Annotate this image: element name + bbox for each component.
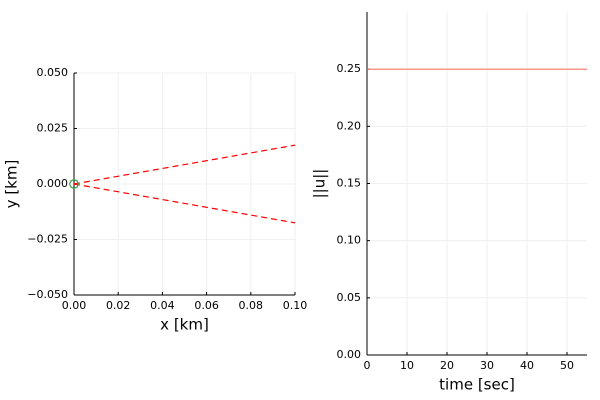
- data-line: [73, 183, 296, 224]
- y-tick-label: −0.025: [27, 233, 68, 246]
- x-axis-label: time [sec]: [439, 376, 515, 394]
- y-axis-label: ||u||: [311, 169, 329, 199]
- data-line: [68, 178, 79, 190]
- y-tick-label: −0.050: [27, 288, 68, 301]
- y-tick-label: 0.00: [337, 348, 362, 361]
- x-tick-label: 0.02: [106, 299, 131, 312]
- y-tick-label: 0.15: [337, 177, 362, 190]
- x-tick-label: 40: [520, 359, 534, 372]
- x-tick-label: 50: [560, 359, 574, 372]
- data-line: [73, 144, 296, 185]
- y-tick-label: 0.025: [37, 122, 69, 135]
- y-tick-label: 0.05: [337, 291, 362, 304]
- y-tick-label: 0.25: [337, 62, 362, 75]
- y-axis-label: y [km]: [3, 160, 21, 209]
- x-tick-label: 0: [364, 359, 371, 372]
- y-tick-label: 0.10: [337, 234, 362, 247]
- x-tick-label: 0.10: [283, 299, 308, 312]
- y-tick-label: 0.20: [337, 119, 362, 132]
- y-tick-label: 0.050: [37, 66, 69, 79]
- x-tick-label: 0.04: [150, 299, 175, 312]
- x-tick-label: 10: [400, 359, 414, 372]
- x-tick-label: 0.08: [239, 299, 264, 312]
- x-tick-label: 20: [440, 359, 454, 372]
- y-tick-label: 0.000: [37, 177, 69, 190]
- x-tick-label: 0.00: [62, 299, 87, 312]
- x-tick-label: 0.06: [194, 299, 219, 312]
- x-axis-label: x [km]: [160, 316, 209, 334]
- x-tick-label: 30: [480, 359, 494, 372]
